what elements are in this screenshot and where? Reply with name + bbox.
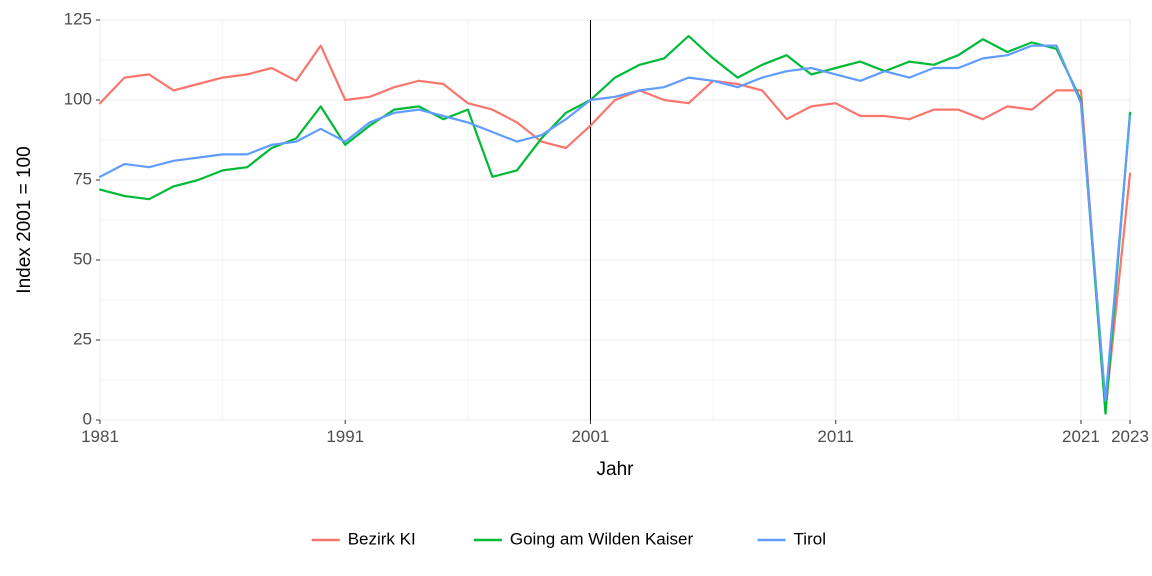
x-tick-label: 2001	[572, 427, 610, 446]
x-tick-label: 1991	[326, 427, 364, 446]
x-tick-label: 1981	[81, 427, 119, 446]
y-axis-label: Index 2001 = 100	[14, 146, 35, 293]
x-tick-label: 2021	[1062, 427, 1100, 446]
legend: Bezirk KI Going am Wilden Kaiser Tirol	[312, 529, 826, 548]
y-tick-label: 75	[73, 169, 92, 188]
legend-label: Tirol	[794, 529, 826, 548]
x-axis-label: Jahr	[597, 459, 635, 480]
legend-label: Bezirk KI	[348, 529, 416, 548]
legend-item-bezirk-ki: Bezirk KI	[312, 529, 416, 548]
line-chart: 0 25 50 75 100 125 1981 1991 2001 2011 2021 2023 Jah…	[0, 0, 1152, 576]
legend-item-tirol: Tirol	[758, 529, 826, 548]
y-tick-label: 125	[64, 9, 92, 28]
legend-label: Going am Wilden Kaiser	[510, 529, 694, 548]
x-tick-label: 2023	[1111, 427, 1149, 446]
y-tick-label: 0	[83, 409, 92, 428]
y-tick-label: 100	[64, 89, 92, 108]
legend-item-going-am-wilden-kaiser: Going am Wilden Kaiser	[474, 529, 694, 548]
chart-svg: 0 25 50 75 100 125 1981 1991 2001 2011 2021 2023 Jah…	[0, 0, 1152, 576]
x-tick-label: 2011	[817, 427, 854, 446]
y-tick-label: 25	[73, 329, 92, 348]
y-tick-label: 50	[73, 249, 92, 268]
